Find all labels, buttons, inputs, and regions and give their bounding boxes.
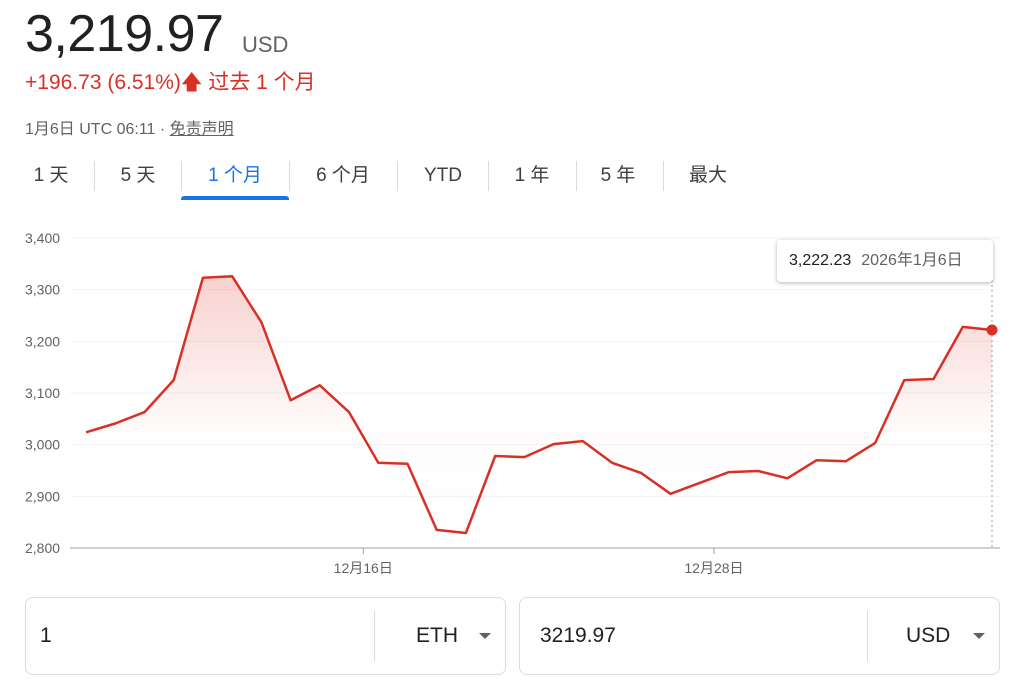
y-tick-label: 3,200 — [25, 333, 60, 349]
tab-separator — [397, 161, 398, 191]
tab-separator — [181, 161, 182, 191]
tab-6[interactable]: 5 年 — [600, 165, 636, 186]
to-unit-select[interactable]: USD — [906, 624, 951, 647]
timestamp-line: 1月6日 UTC 06:11 · 免责声明 — [25, 115, 234, 139]
tab-separator — [94, 161, 95, 191]
from-amount-input[interactable]: 1 — [40, 624, 52, 647]
divider — [867, 611, 868, 661]
price: 3,219.97 — [25, 5, 224, 63]
tab-separator — [289, 161, 290, 191]
y-tick-label: 2,800 — [25, 540, 60, 556]
y-tick-label: 2,900 — [25, 488, 60, 504]
tab-0[interactable]: 1 天 — [33, 165, 69, 186]
to-currency-box: 3219.97 USD — [519, 597, 1000, 675]
from-unit-select[interactable]: ETH — [416, 624, 458, 647]
currency-label: USD — [242, 32, 289, 57]
tab-5[interactable]: 1 年 — [514, 165, 550, 186]
x-tick-label: 12月28日 — [684, 560, 743, 576]
tooltip-value: 3,222.23 — [789, 252, 852, 269]
chevron-down-icon[interactable] — [973, 633, 985, 639]
series-line — [85, 274, 993, 535]
y-tick-label: 3,000 — [25, 437, 60, 453]
y-tick-label: 3,100 — [25, 385, 60, 401]
price-change: +196.73 (6.51%)🡅 过去 1 个月 — [25, 66, 316, 103]
to-amount-input[interactable]: 3219.97 — [540, 624, 616, 647]
tab-4[interactable]: YTD — [424, 165, 462, 186]
range-tabs: 1 天 5 天 1 个月 6 个月 YTD 1 年 5 年 最大 — [0, 155, 760, 200]
disclaimer-link[interactable]: 免责声明 — [169, 121, 234, 138]
x-tick-label: 12月16日 — [334, 560, 393, 576]
y-tick-label: 3,400 — [25, 230, 60, 246]
chart-tooltip: 3,222.23 2026年1月6日 — [777, 240, 993, 282]
tab-separator — [663, 161, 664, 191]
change-value: +196.73 (6.51%) — [25, 71, 181, 94]
tab-1[interactable]: 5 天 — [120, 165, 156, 186]
from-currency-box: 1 ETH — [25, 597, 506, 675]
tab-7[interactable]: 最大 — [688, 165, 727, 186]
chevron-down-icon[interactable] — [479, 633, 491, 639]
hover-point — [986, 324, 998, 336]
tooltip-date: 2026年1月6日 — [861, 252, 963, 269]
area-fill — [86, 276, 992, 533]
change-period: 过去 1 个月 — [208, 71, 316, 94]
price-chart[interactable]: 2,800 2,900 3,000 3,100 3,200 3,300 3,400 12月16… — [0, 220, 1024, 580]
tab-2[interactable]: 1 个月 — [181, 155, 289, 200]
tab-separator — [576, 161, 577, 191]
tab-separator — [488, 161, 489, 191]
timestamp: 1月6日 UTC 06:11 · — [25, 121, 170, 138]
arrow-up-icon: 🡅 — [180, 71, 203, 94]
divider — [374, 611, 375, 661]
tab-3[interactable]: 6 个月 — [316, 165, 370, 186]
y-tick-label: 3,300 — [25, 282, 60, 298]
